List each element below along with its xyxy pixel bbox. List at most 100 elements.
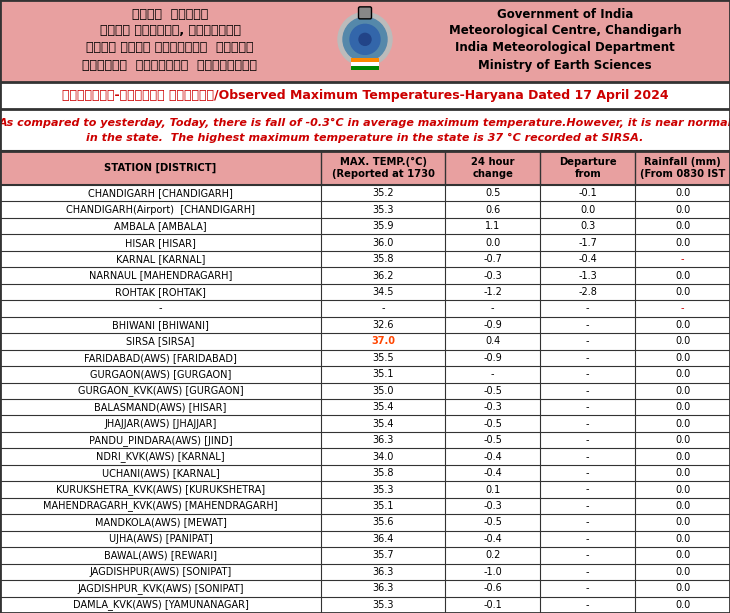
Text: JAGDISHPUR(AWS) [SONIPAT]: JAGDISHPUR(AWS) [SONIPAT] [90,567,231,577]
Text: 1.1: 1.1 [485,221,500,231]
Text: 35.8: 35.8 [372,254,394,264]
Text: 35.4: 35.4 [372,419,394,428]
Text: -0.5: -0.5 [483,435,502,445]
Text: पृथ्वी  विज्ञान  मंत्रालय: पृथ्वी विज्ञान मंत्रालय [82,59,258,72]
Text: 36.2: 36.2 [372,270,394,281]
Text: -: - [586,402,589,412]
Text: -: - [586,567,589,577]
Text: 0.0: 0.0 [675,402,690,412]
Bar [0,317,730,333]
Text: As compared to yesterday, Today, there is fall of -0.3°C in average maximum temp: As compared to yesterday, Today, there i… [0,118,730,142]
Bar [0,300,730,317]
Text: KURUKSHETRA_KVK(AWS) [KURUKSHETRA]: KURUKSHETRA_KVK(AWS) [KURUKSHETRA] [56,484,265,495]
Text: 0.0: 0.0 [675,484,690,495]
Text: -: - [586,517,589,527]
Text: -0.3: -0.3 [483,402,502,412]
Circle shape [343,17,387,61]
Text: 35.3: 35.3 [372,205,394,215]
Text: 0.0: 0.0 [675,205,690,215]
Text: -0.3: -0.3 [483,270,502,281]
Text: MAX. TEMP.(°C)
(Reported at 1730: MAX. TEMP.(°C) (Reported at 1730 [332,157,434,179]
Text: 35.9: 35.9 [372,221,394,231]
Text: 0.0: 0.0 [675,238,690,248]
Text: 35.3: 35.3 [372,484,394,495]
Text: 36.3: 36.3 [372,584,394,593]
Text: SIRSA [SIRSA]: SIRSA [SIRSA] [126,337,195,346]
Bar [0,234,730,251]
Text: -0.1: -0.1 [483,600,502,610]
Text: -: - [681,303,684,313]
Text: 0.0: 0.0 [675,270,690,281]
Text: 24 hour
change: 24 hour change [471,157,515,179]
Text: 0.0: 0.0 [675,501,690,511]
Text: 0.0: 0.0 [675,320,690,330]
Text: ROHTAK [ROHTAK]: ROHTAK [ROHTAK] [115,287,206,297]
Text: -: - [491,369,494,379]
Text: 0.0: 0.0 [675,468,690,478]
Text: -: - [586,337,589,346]
Bar [0,251,730,267]
Text: 0.0: 0.0 [675,353,690,363]
Text: 0.0: 0.0 [675,221,690,231]
Text: 0.0: 0.0 [675,287,690,297]
Text: 0.6: 0.6 [485,205,500,215]
Text: JHAJJAR(AWS) [JHAJJAR]: JHAJJAR(AWS) [JHAJJAR] [104,419,217,428]
Text: 0.0: 0.0 [580,205,595,215]
Bar [0,465,730,481]
Text: भारत मौसम विज्ञान  विभाग: भारत मौसम विज्ञान विभाग [86,41,254,54]
Bar [0,82,730,109]
Bar [0,448,730,465]
Text: NARNAUL [MAHENDRAGARH]: NARNAUL [MAHENDRAGARH] [89,270,232,281]
Text: MAHENDRAGARH_KVK(AWS) [MAHENDRAGARH]: MAHENDRAGARH_KVK(AWS) [MAHENDRAGARH] [43,501,278,511]
Text: 32.6: 32.6 [372,320,394,330]
Text: KARNAL [KARNAL]: KARNAL [KARNAL] [116,254,205,264]
Text: 0.0: 0.0 [675,584,690,593]
Text: 0.0: 0.0 [675,550,690,560]
Text: 0.2: 0.2 [485,550,501,560]
Text: 34.5: 34.5 [372,287,394,297]
Text: FARIDABAD(AWS) [FARIDABAD]: FARIDABAD(AWS) [FARIDABAD] [84,353,237,363]
Text: 34.0: 34.0 [372,452,394,462]
Text: -: - [586,419,589,428]
Text: JAGDISHPUR_KVK(AWS) [SONIPAT]: JAGDISHPUR_KVK(AWS) [SONIPAT] [77,583,244,594]
Text: -: - [382,303,385,313]
Bar [0,202,730,218]
Text: 35.0: 35.0 [372,386,394,396]
Bar [0,0,730,82]
Text: 0.4: 0.4 [485,337,500,346]
Text: 35.4: 35.4 [372,402,394,412]
Bar [351,58,379,63]
Text: 0.1: 0.1 [485,484,500,495]
Text: 0.0: 0.0 [675,419,690,428]
Bar [0,596,730,613]
Text: Government of India: Government of India [497,8,633,21]
Text: 0.5: 0.5 [485,188,501,198]
Text: 35.6: 35.6 [372,517,394,527]
Text: 35.1: 35.1 [372,369,394,379]
Text: 0.0: 0.0 [675,435,690,445]
Text: -1.7: -1.7 [578,238,597,248]
Bar [0,333,730,349]
Text: -0.4: -0.4 [578,254,597,264]
Text: 0.0: 0.0 [675,188,690,198]
Text: 0.3: 0.3 [580,221,595,231]
Text: 0.0: 0.0 [675,386,690,396]
Text: India Meteorological Department: India Meteorological Department [455,41,675,54]
Text: -1.0: -1.0 [483,567,502,577]
Text: 35.2: 35.2 [372,188,394,198]
Text: 0.0: 0.0 [675,534,690,544]
Bar [0,399,730,416]
Text: Departure
from: Departure from [559,157,616,179]
Text: -0.9: -0.9 [483,353,502,363]
Text: STATION [DISTRICT]: STATION [DISTRICT] [104,163,217,173]
Bar [0,432,730,448]
Text: 0.0: 0.0 [675,369,690,379]
Text: -: - [586,600,589,610]
Text: -0.4: -0.4 [483,468,502,478]
Text: -: - [586,303,589,313]
Text: HISAR [HISAR]: HISAR [HISAR] [125,238,196,248]
Bar [0,185,730,202]
Text: -: - [681,254,684,264]
Text: 35.8: 35.8 [372,468,394,478]
Text: -: - [586,501,589,511]
